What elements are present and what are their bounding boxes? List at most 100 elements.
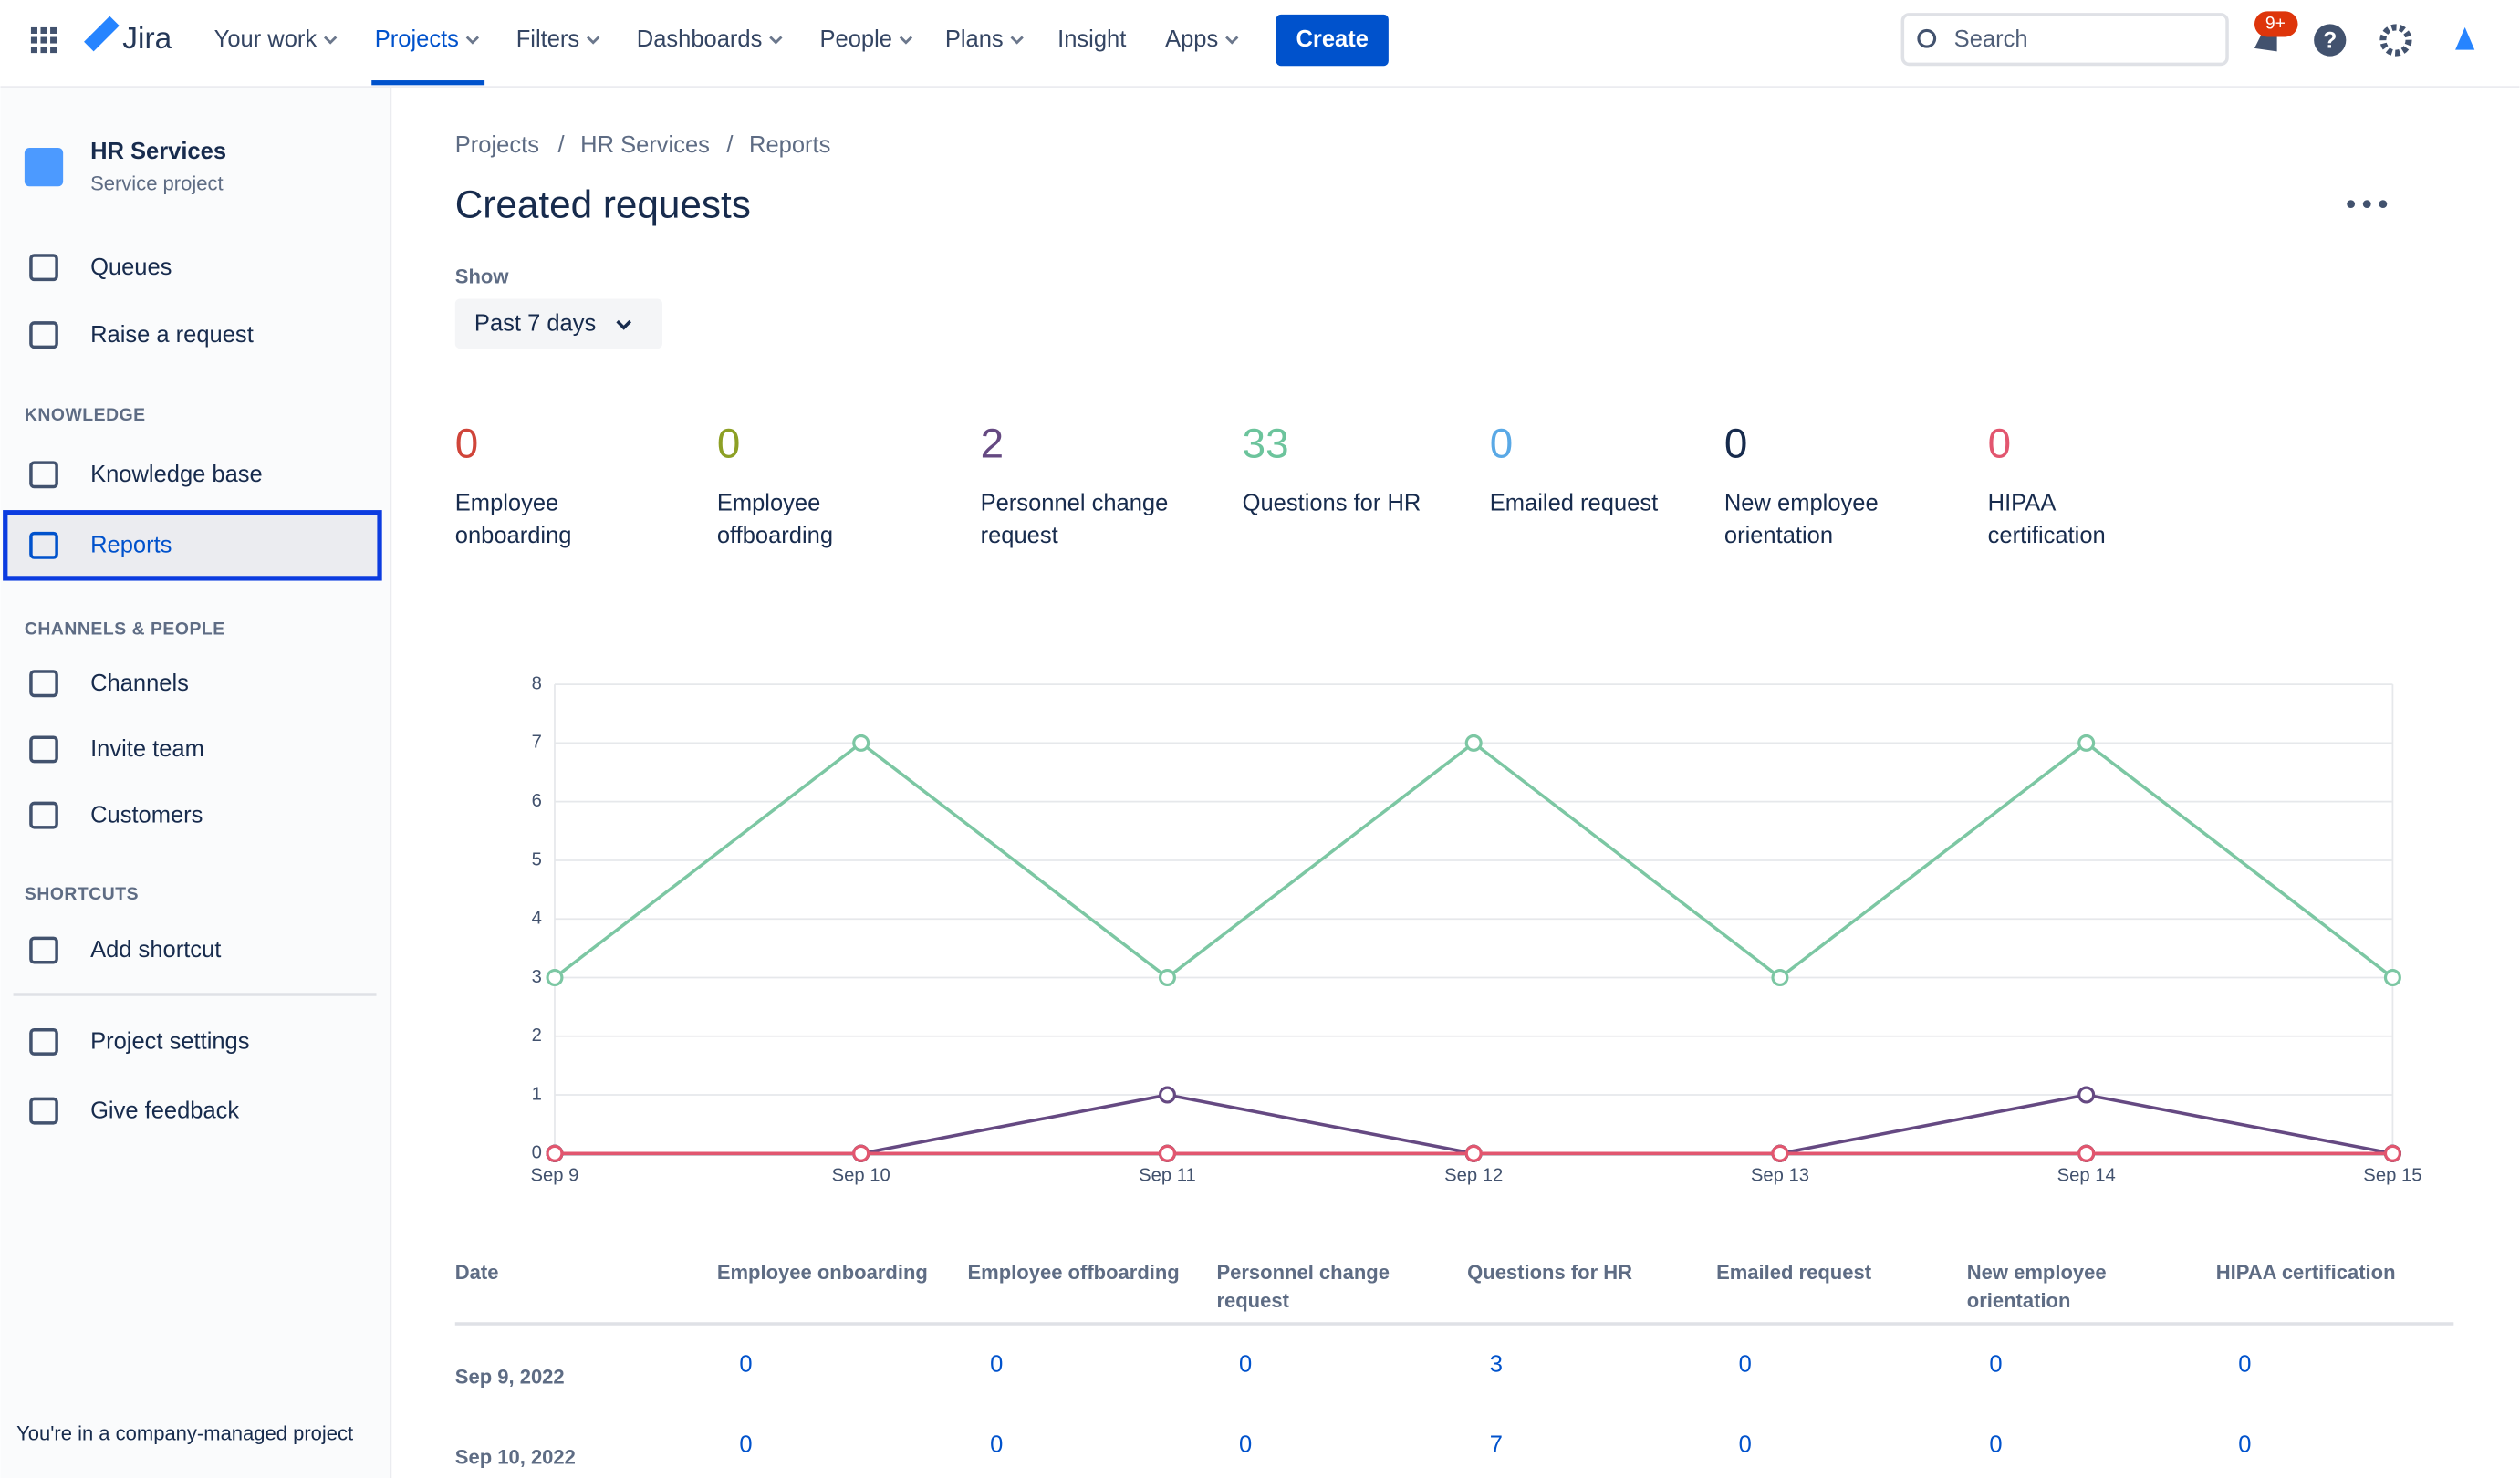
filter-dropdown[interactable]	[454, 298, 662, 349]
sidebar-item[interactable]: Channels	[90, 671, 189, 696]
help-icon[interactable]	[2314, 24, 2347, 57]
data-point	[2077, 1144, 2096, 1162]
sidebar-heading: CHANNELS & PEOPLE	[25, 619, 225, 639]
data-point	[852, 734, 870, 752]
stat-label: Employee	[717, 491, 820, 516]
table-header: orientation	[1967, 1289, 2071, 1312]
sidebar-item[interactable]: Raise a request	[90, 322, 254, 348]
atlassian-icon[interactable]	[2455, 26, 2475, 50]
create-label[interactable]: Create	[1296, 26, 1369, 52]
nav-item[interactable]: Apps	[1165, 26, 1218, 52]
more-actions[interactable]	[2347, 200, 2388, 209]
data-point	[2077, 1086, 2096, 1104]
product-name[interactable]: Jira	[122, 22, 172, 56]
sidebar-item[interactable]: Queues	[90, 255, 172, 280]
nav-item[interactable]: People	[820, 26, 892, 52]
table-header: Employee offboarding	[968, 1261, 1180, 1284]
nav-item[interactable]: Projects	[375, 26, 459, 52]
row-value[interactable]: 3	[1490, 1351, 1503, 1377]
nav-item[interactable]: Your work	[214, 26, 318, 52]
stat-label: onboarding	[455, 523, 572, 548]
stat-label: Emailed request	[1490, 491, 1658, 516]
sidebar-icon	[29, 254, 58, 282]
nav-item[interactable]: Insight	[1057, 26, 1126, 52]
sidebar-item[interactable]: Knowledge base	[90, 462, 263, 487]
nav-chevron	[769, 36, 783, 45]
sidebar-icon	[29, 936, 58, 964]
search-placeholder[interactable]: Search	[1954, 26, 2028, 52]
search-box[interactable]	[1900, 13, 2229, 67]
sidebar-item[interactable]: Invite team	[90, 736, 204, 762]
x-tick-label: Sep 12	[1444, 1165, 1503, 1185]
nav-item[interactable]: Filters	[516, 26, 579, 52]
nav-item[interactable]: Dashboards	[637, 26, 763, 52]
filter-value[interactable]: Past 7 days	[474, 310, 596, 336]
row-date: Sep 9, 2022	[455, 1366, 565, 1389]
sidebar-item[interactable]: Project settings	[90, 1029, 249, 1055]
nav-chevron	[586, 36, 600, 45]
sidebar-heading: KNOWLEDGE	[25, 405, 146, 425]
project-name[interactable]: HR Services	[90, 139, 226, 164]
breadcrumb[interactable]: Projects	[455, 132, 539, 158]
table-header: New employee	[1967, 1261, 2107, 1284]
nav-item[interactable]: Plans	[945, 26, 1004, 52]
data-point	[2077, 734, 2096, 752]
row-value[interactable]: 0	[1239, 1351, 1252, 1377]
page-title: Created requests	[455, 182, 751, 225]
x-tick-label: Sep 10	[832, 1165, 890, 1185]
row-value[interactable]: 0	[2238, 1432, 2251, 1458]
selected-highlight	[3, 510, 382, 581]
sidebar-item[interactable]: Add shortcut	[90, 937, 221, 963]
app-switcher[interactable]	[30, 26, 57, 54]
create-button[interactable]	[1276, 14, 1389, 67]
table-header: Employee onboarding	[717, 1261, 928, 1284]
data-point	[1158, 1144, 1176, 1162]
sidebar-bg	[0, 87, 391, 1478]
sidebar-heading: SHORTCUTS	[25, 884, 139, 904]
row-value[interactable]: 0	[1989, 1432, 2002, 1458]
row-value[interactable]: 0	[2238, 1351, 2251, 1377]
breadcrumb[interactable]: Reports	[749, 132, 830, 158]
stat-label: offboarding	[717, 523, 833, 548]
data-point	[2383, 1144, 2401, 1162]
sidebar-item[interactable]: Customers	[90, 802, 203, 827]
table-header: HIPAA certification	[2216, 1261, 2396, 1284]
stat-label: certification	[1988, 523, 2106, 548]
sidebar-item[interactable]: Reports	[90, 532, 172, 557]
sidebar-icon	[29, 321, 58, 349]
y-tick-label: 6	[532, 791, 542, 811]
jira-logo[interactable]	[84, 16, 120, 52]
y-tick-label: 2	[532, 1025, 542, 1046]
filter-label: Show	[455, 265, 510, 287]
stat-label: Personnel change	[981, 491, 1169, 516]
row-value[interactable]: 0	[1239, 1432, 1252, 1458]
stat-label: Employee	[455, 491, 558, 516]
table-header: Date	[455, 1261, 499, 1284]
breadcrumb[interactable]: HR Services	[580, 132, 710, 158]
x-tick-label: Sep 9	[531, 1165, 579, 1185]
series-line	[554, 1093, 2393, 1156]
row-value[interactable]: 7	[1490, 1432, 1503, 1458]
help-glyph: ?	[2323, 28, 2337, 53]
sidebar-icon	[29, 801, 58, 829]
row-value[interactable]: 0	[990, 1351, 1003, 1377]
settings-icon[interactable]	[2379, 24, 2412, 57]
search-icon	[1917, 28, 1937, 48]
row-value[interactable]: 0	[1989, 1351, 2002, 1377]
nav-chevron	[465, 36, 480, 45]
row-value[interactable]: 0	[1739, 1351, 1752, 1377]
stat-label: request	[981, 523, 1058, 548]
row-value[interactable]: 0	[739, 1432, 752, 1458]
row-value[interactable]: 0	[990, 1432, 1003, 1458]
row-value[interactable]: 0	[1739, 1432, 1752, 1458]
stat-count: 0	[1490, 421, 1513, 467]
data-point	[1158, 968, 1176, 986]
row-value[interactable]: 0	[739, 1351, 752, 1377]
project-avatar[interactable]	[24, 148, 64, 187]
data-point	[2383, 968, 2401, 986]
sidebar-item[interactable]: Give feedback	[90, 1098, 239, 1123]
table-header: Personnel change	[1216, 1261, 1390, 1284]
y-tick-label: 3	[532, 967, 542, 987]
